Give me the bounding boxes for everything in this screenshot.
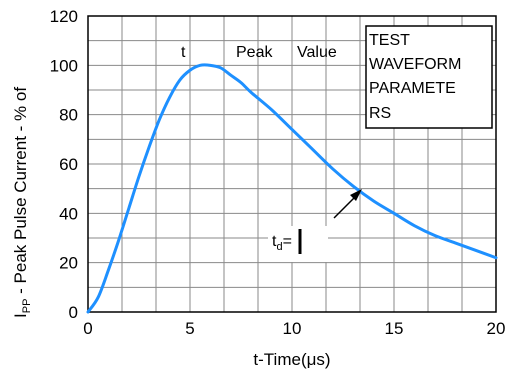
box-line-2: WAVEFORM [369, 56, 461, 73]
td-label-background [268, 226, 328, 262]
peak-label-peak: Peak [236, 44, 273, 61]
y-tick-label: 120 [50, 7, 78, 26]
y-tick-label: 60 [59, 155, 78, 174]
test-waveform-box [365, 25, 493, 129]
td-label-main: t [272, 233, 277, 250]
td-arrow-head [350, 189, 362, 201]
y-tick-label: 20 [59, 254, 78, 273]
y-tick-labels: 0 20 40 60 80 100 120 [50, 7, 78, 322]
x-axis-title: t-Time(μs) [253, 350, 330, 369]
box-line-1: TEST [369, 32, 410, 49]
y-tick-label: 100 [50, 56, 78, 75]
y-tick-label: 40 [59, 204, 78, 223]
peak-label-value: Value [297, 44, 337, 61]
x-tick-label: 5 [185, 319, 194, 338]
td-label: td= [272, 233, 292, 253]
y-tick-label: 80 [59, 106, 78, 125]
x-tick-label: 15 [385, 319, 404, 338]
td-label-sub: d [276, 241, 282, 253]
plot-frame [87, 15, 497, 313]
box-line-4: RS [369, 105, 391, 122]
y-tick-label: 0 [69, 303, 78, 322]
x-tick-label: 10 [283, 319, 302, 338]
x-tick-labels: 0 5 10 15 20 [83, 319, 505, 338]
peak-label-t: t [181, 44, 186, 61]
td-arrow-shaft [333, 195, 357, 219]
y-axis-title: IPP - Peak Pulse Current - % of [11, 87, 33, 318]
x-tick-label: 0 [83, 319, 92, 338]
x-tick-label: 20 [487, 319, 506, 338]
box-line-3: PARAMETE [369, 80, 456, 97]
y-axis-title-prefix-sub: PP [21, 299, 33, 314]
pulse-current-line [86, 63, 498, 314]
y-axis-title-rest: - Peak Pulse Current - % of [11, 87, 30, 299]
y-axis-title-prefix: I [11, 313, 30, 318]
td-label-eq: = [283, 233, 292, 250]
